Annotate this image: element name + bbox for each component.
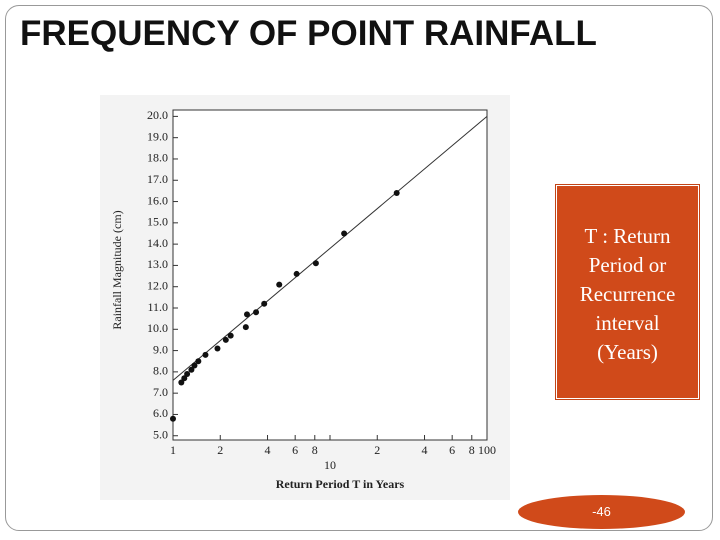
y-tick-label: 13.0 [147, 257, 168, 271]
data-point [191, 362, 198, 369]
y-tick-label: 6.0 [153, 406, 168, 420]
data-point [243, 311, 250, 318]
trend-line [172, 116, 488, 381]
data-point [178, 379, 185, 386]
y-tick-label: 17.0 [147, 172, 168, 186]
x-tick-label: 1 [170, 443, 176, 457]
data-point [242, 324, 249, 331]
y-tick-label: 8.0 [153, 364, 168, 378]
data-point [227, 332, 234, 339]
data-point [222, 336, 229, 343]
x-tick-label: 2 [374, 443, 380, 457]
y-tick-label: 7.0 [153, 385, 168, 399]
x-tick-label: 4 [265, 443, 271, 457]
data-point [293, 270, 300, 277]
data-point [181, 375, 188, 382]
x-tick-label: 6 [292, 443, 298, 457]
y-tick-label: 12.0 [147, 278, 168, 292]
callout-box: T : Return Period or Recurrence interval… [556, 185, 699, 399]
x-tick-label: 10 [324, 458, 336, 472]
x-axis-label: Return Period T in Years [276, 477, 405, 491]
y-axis-label: Rainfall Magnitude (cm) [110, 210, 124, 329]
y-tick-label: 20.0 [147, 108, 168, 122]
y-tick-label: 10.0 [147, 321, 168, 335]
page-number: -46 [518, 495, 685, 529]
x-tick-label: 8 [312, 443, 318, 457]
data-point [202, 351, 209, 358]
plot-area [172, 109, 488, 441]
x-tick-label: 2 [217, 443, 223, 457]
x-tick-label: 100 [478, 443, 496, 457]
data-point [170, 415, 176, 422]
y-tick-label: 19.0 [147, 129, 168, 143]
data-point [214, 345, 221, 352]
data-point [393, 190, 400, 197]
y-tick-label: 18.0 [147, 151, 168, 165]
data-point [276, 281, 283, 288]
data-point [261, 300, 268, 307]
y-tick-label: 16.0 [147, 193, 168, 207]
data-point [188, 366, 195, 373]
data-point [195, 358, 202, 365]
x-tick-label: 6 [449, 443, 455, 457]
data-point [341, 230, 348, 237]
y-tick-label: 15.0 [147, 215, 168, 229]
y-tick-label: 11.0 [147, 300, 168, 314]
data-point [312, 260, 319, 267]
slide-frame [5, 5, 713, 531]
data-point [253, 309, 260, 316]
x-tick-label: 4 [422, 443, 428, 457]
y-tick-label: 9.0 [153, 342, 168, 356]
data-point [184, 371, 191, 377]
y-tick-label: 14.0 [147, 236, 168, 250]
y-tick-label: 5.0 [153, 427, 168, 441]
slide-title: FREQUENCY OF POINT RAINFALL [20, 14, 597, 53]
x-tick-label: 8 [469, 443, 475, 457]
